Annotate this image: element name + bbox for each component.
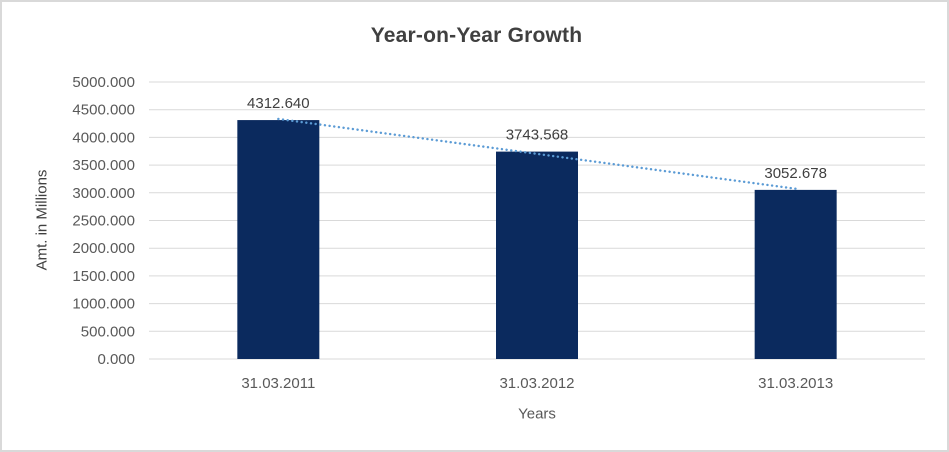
x-category-label: 31.03.2013 bbox=[758, 375, 833, 392]
y-tick-label: 4000.000 bbox=[72, 129, 135, 146]
chart-title: Year-on-Year Growth bbox=[370, 24, 583, 47]
bar bbox=[754, 189, 837, 359]
y-tick-label: 1500.000 bbox=[72, 268, 135, 285]
bar-data-label: 3052.678 bbox=[764, 165, 827, 182]
y-tick-label: 3500.000 bbox=[72, 157, 135, 174]
x-category-label: 31.03.2011 bbox=[241, 375, 315, 392]
y-tick-label: 0.000 bbox=[97, 351, 135, 368]
y-tick-label: 4500.000 bbox=[72, 102, 135, 119]
y-tick-label: 5000.000 bbox=[72, 74, 135, 91]
y-tick-label: 2000.000 bbox=[72, 240, 135, 257]
y-tick-label: 500.000 bbox=[81, 323, 135, 340]
y-axis-title: Amt. in Millions bbox=[33, 169, 51, 271]
y-tick-label: 2500.000 bbox=[72, 213, 135, 230]
bar-data-label: 4312.640 bbox=[247, 95, 310, 112]
x-axis-title: Years bbox=[518, 405, 556, 423]
x-category-label: 31.03.2012 bbox=[499, 375, 574, 392]
bar bbox=[237, 120, 320, 359]
bar-data-label: 3743.568 bbox=[506, 127, 569, 144]
y-tick-label: 3000.000 bbox=[72, 185, 135, 202]
y-tick-label: 1000.000 bbox=[72, 296, 135, 313]
bar bbox=[496, 151, 578, 359]
